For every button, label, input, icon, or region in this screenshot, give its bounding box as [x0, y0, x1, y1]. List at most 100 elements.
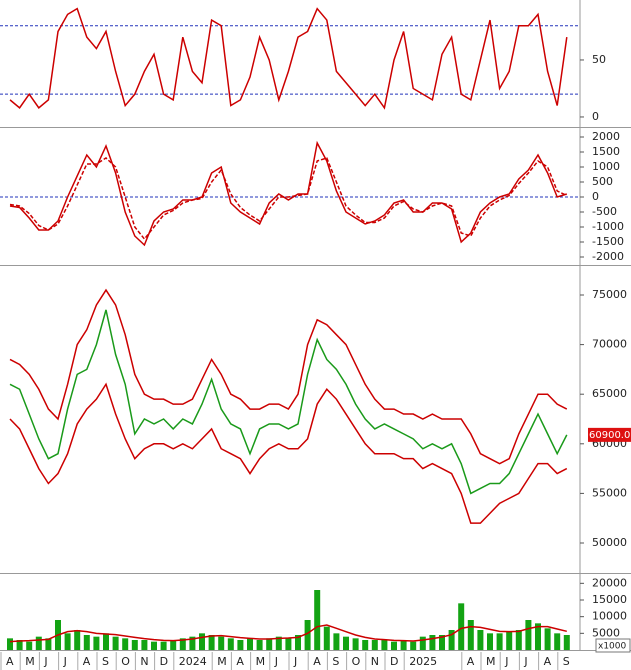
- volume-bar: [323, 626, 330, 650]
- volume-bar: [227, 638, 234, 650]
- x-tick-label: S: [563, 655, 570, 668]
- volume-bar: [112, 636, 119, 650]
- volume-bar: [448, 630, 455, 650]
- volume-bar: [352, 638, 359, 650]
- y-tick-label: 0: [592, 190, 599, 203]
- volume-bar: [275, 636, 282, 650]
- y-tick-label: -1000: [592, 220, 624, 233]
- y-tick-label: 2000: [592, 130, 620, 143]
- volume-bar: [83, 635, 90, 650]
- volume-bar: [160, 641, 167, 650]
- x-tick-label: J: [293, 655, 297, 668]
- volume-bar: [439, 635, 445, 650]
- x-tick-label: A: [467, 655, 475, 668]
- price-tag-label: 60900.00: [589, 430, 631, 441]
- volume-bar: [333, 633, 340, 650]
- volume-bar: [477, 630, 484, 650]
- unit-box: [595, 638, 631, 653]
- volume-bar: [400, 640, 407, 650]
- volume-bar: [64, 633, 71, 650]
- y-tick-label: 1500: [592, 145, 620, 158]
- x-tick-label: J: [504, 655, 508, 668]
- volume-bar: [304, 620, 311, 650]
- volume-bar: [314, 590, 321, 650]
- volume-bar: [74, 630, 81, 650]
- x-tick-label: 2024: [179, 655, 207, 668]
- y-tick-label: 75000: [592, 288, 627, 301]
- y-tick-label: -500: [592, 205, 617, 218]
- volume-bar: [199, 633, 205, 650]
- y-tick-label: 20000: [592, 576, 627, 589]
- volume-bar: [285, 638, 292, 650]
- y-tick-label: 50000: [592, 536, 627, 549]
- volume-bar: [419, 636, 426, 650]
- volume-bar: [151, 641, 157, 650]
- x-tick-label: A: [83, 655, 91, 668]
- y-tick-label: 500: [592, 175, 613, 188]
- series-line: [9, 7, 568, 110]
- volume-bar: [103, 633, 109, 650]
- unit-label: x1000: [598, 642, 627, 652]
- volume-bar: [208, 635, 215, 650]
- x-tick-label: O: [352, 655, 361, 668]
- volume-bar: [179, 638, 186, 650]
- x-tick-label: M: [486, 655, 496, 668]
- volume-bar: [381, 640, 388, 650]
- x-tick-label: J: [274, 655, 278, 668]
- x-tick-label: A: [236, 655, 244, 668]
- x-tick-label: S: [102, 655, 109, 668]
- volume-bar: [256, 640, 263, 650]
- x-tick-label: J: [63, 655, 67, 668]
- x-tick-label: A: [6, 655, 14, 668]
- volume-bar: [554, 633, 561, 650]
- volume-bar: [343, 636, 349, 650]
- y-tick-label: 5000: [592, 626, 620, 639]
- series-line: [9, 288, 568, 465]
- volume-bar: [362, 640, 369, 650]
- volume-bar: [237, 640, 244, 650]
- volume-bar: [93, 636, 100, 650]
- volume-bar: [122, 638, 129, 650]
- volume-bar: [218, 636, 225, 650]
- volume-bar: [429, 635, 436, 650]
- x-tick-label: D: [160, 655, 168, 668]
- series-line: [9, 157, 568, 241]
- x-tick-label: 2025: [409, 655, 437, 668]
- volume-bar: [515, 630, 522, 650]
- series-line: [9, 382, 568, 524]
- volume-bar: [266, 638, 273, 650]
- volume-bar: [247, 638, 253, 650]
- x-tick-label: J: [43, 655, 47, 668]
- volume-bar: [458, 603, 465, 650]
- x-tick-label: N: [371, 655, 379, 668]
- x-tick-label: S: [332, 655, 339, 668]
- volume-bar: [391, 641, 397, 650]
- volume-bar: [170, 640, 177, 650]
- x-tick-label: M: [217, 655, 227, 668]
- volume-bar: [295, 635, 301, 650]
- y-tick-label: 65000: [592, 387, 627, 400]
- series-line: [9, 624, 567, 643]
- volume-bar: [131, 640, 138, 650]
- y-tick-label: 70000: [592, 338, 627, 351]
- x-tick-label: M: [25, 655, 35, 668]
- y-tick-label: 10000: [592, 610, 627, 623]
- price-tag: [588, 427, 631, 442]
- volume-bar: [410, 641, 417, 650]
- volume-bar: [141, 640, 148, 650]
- y-tick-label: 0: [592, 110, 599, 123]
- series-line: [9, 309, 568, 495]
- x-tick-label: J: [523, 655, 527, 668]
- y-tick-label: 15000: [592, 593, 627, 606]
- volume-bar: [371, 640, 378, 650]
- x-tick-label: A: [313, 655, 321, 668]
- volume-bar: [563, 635, 570, 650]
- x-tick-label: O: [121, 655, 130, 668]
- y-tick-label: 1000: [592, 160, 620, 173]
- volume-bar: [506, 631, 513, 650]
- x-tick-label: D: [390, 655, 398, 668]
- volume-bar: [467, 620, 474, 650]
- volume-bar: [487, 633, 493, 650]
